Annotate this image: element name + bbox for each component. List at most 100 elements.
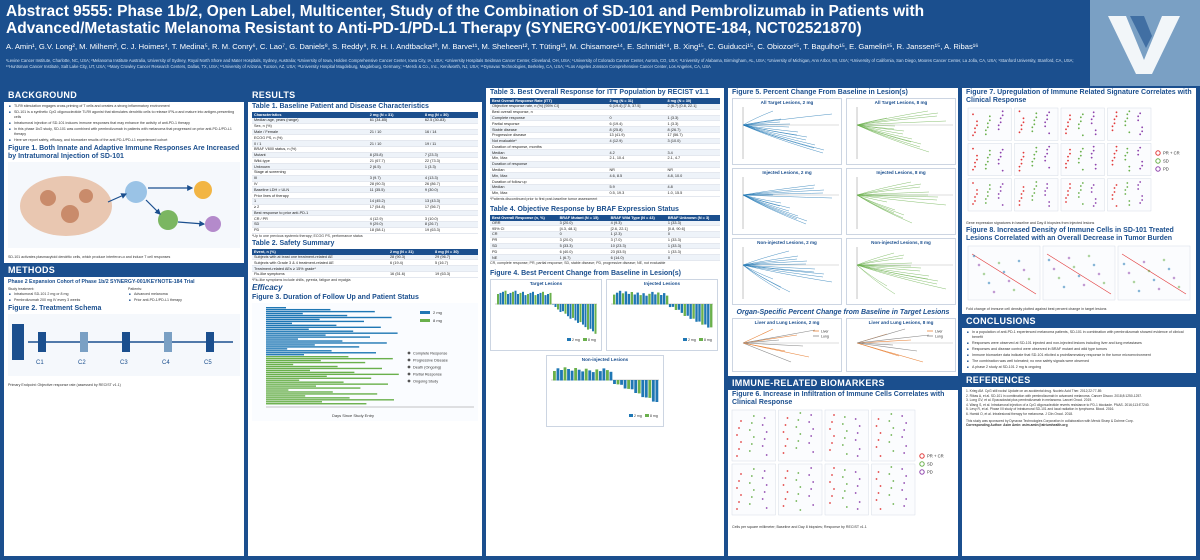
dotplot-point xyxy=(905,498,908,500)
dotplot-point xyxy=(845,506,848,508)
waterfall-bar xyxy=(642,293,645,305)
dotplot-point xyxy=(799,433,802,435)
table-cell: 10 (23.3) xyxy=(608,243,666,250)
dotplot-point xyxy=(1065,132,1067,135)
dotplot-point xyxy=(810,467,813,469)
waterfall-bar xyxy=(648,293,651,305)
organ-legend-label: Lung xyxy=(935,335,943,339)
dotplot-point xyxy=(858,478,861,480)
dotplot-point xyxy=(765,484,768,486)
table-cell: Male / Female xyxy=(252,129,368,136)
spider-line xyxy=(742,113,833,126)
table-row: Subjects with at least one treatment-rel… xyxy=(252,254,478,261)
dotplot-point xyxy=(761,445,764,447)
table-cell: 6 (19.4) xyxy=(387,259,433,267)
scatter-point xyxy=(1052,267,1056,271)
dotplot-point xyxy=(786,417,789,419)
dotplot-point xyxy=(831,442,833,444)
table-cell: Median xyxy=(490,167,608,174)
spider-line xyxy=(856,264,896,295)
dotplot-point xyxy=(833,414,835,416)
dotplot-point xyxy=(1048,132,1051,135)
spider-panel-title: Non-injected Lesions, 8 mg xyxy=(871,240,931,245)
table-cell: Prior lines of therapy xyxy=(252,192,368,199)
dotplot-point xyxy=(831,421,833,423)
dotplot-point xyxy=(1113,191,1116,193)
dotplot-point xyxy=(1065,166,1067,169)
background-bullet: TLR9 stimulation engages cross-priming o… xyxy=(4,104,244,110)
dotplot-point xyxy=(784,498,787,500)
dotplot-point xyxy=(1031,195,1034,197)
spider-line xyxy=(742,194,798,220)
table-cell: Mutant xyxy=(252,152,368,159)
status-legend-marker xyxy=(407,379,411,383)
table-4-note: CR, complete response; PR, partial respo… xyxy=(490,260,666,265)
table-cell: 4.6, 8.5 xyxy=(607,172,666,180)
table-cell: [4.3, 48.1] xyxy=(557,225,609,233)
waterfall-bar xyxy=(577,303,579,323)
figure-2-title: Figure 2. Treatment Schema xyxy=(8,305,102,312)
table-cell xyxy=(607,178,666,185)
dotplot-point xyxy=(736,434,738,436)
dotplot-point xyxy=(879,455,882,457)
waterfall-bar xyxy=(552,303,554,305)
table-header-cell: BRAF Mutant (N = 15) xyxy=(557,214,609,221)
table-cell: ECOG PS, n (%) xyxy=(252,134,368,142)
table-cell: 17 (56.7) xyxy=(422,204,478,211)
table-cell: BRAF V600 status, n (%) xyxy=(252,146,368,153)
table-header-cell: Best Overall Response (n, %) xyxy=(490,214,558,221)
dotplot-point xyxy=(854,492,857,494)
dotplot-point xyxy=(1069,118,1071,121)
dotplot-point xyxy=(1141,126,1144,129)
spider-panel: Non-injected Lesions, 8 mg xyxy=(846,238,956,305)
dotplot-point xyxy=(1126,147,1129,150)
dotplot-point xyxy=(1044,194,1047,196)
dotplot-point xyxy=(997,124,1000,127)
waterfall-bar xyxy=(637,379,641,394)
swimmer-lane xyxy=(266,389,289,391)
dotplot-point xyxy=(795,426,798,428)
dotplot-point xyxy=(1111,125,1114,128)
waterfall-legend-label: 8 mg xyxy=(650,414,658,418)
table-row: CR 0 1 (2.3) 0 xyxy=(490,231,720,238)
table-cell: 3 (7.0) xyxy=(608,237,666,244)
waterfall-bar xyxy=(665,295,669,305)
table-cell: PD xyxy=(252,227,368,234)
dotplot-point xyxy=(1111,163,1114,166)
waterfall-bar xyxy=(609,371,613,381)
dotplot-point xyxy=(1018,204,1021,206)
table-cell: 0.5, 19.3 xyxy=(607,190,666,197)
scatter-point xyxy=(1147,269,1151,273)
waterfall-bar xyxy=(581,371,585,381)
dotplot-point xyxy=(782,452,785,454)
methods-patients: Patients:Advanced melanomaPrior anti-PD-… xyxy=(124,287,244,304)
waterfall-bar xyxy=(507,293,509,305)
dotplot-point xyxy=(1139,181,1142,183)
dotplot-point xyxy=(986,122,989,125)
dotplot-point xyxy=(1079,189,1082,191)
dotplot-point xyxy=(988,184,991,186)
waterfall-bar xyxy=(534,295,537,305)
dotplot-point xyxy=(1046,148,1049,151)
cycle-label: C3 xyxy=(120,360,128,366)
dotplot-point xyxy=(763,470,766,472)
table-cell xyxy=(367,123,423,130)
scatter-point xyxy=(1132,280,1136,284)
spider-line xyxy=(856,194,896,211)
dotplot-point xyxy=(1090,156,1093,159)
waterfall-bar xyxy=(660,294,663,305)
dotplot-point xyxy=(1048,201,1051,203)
cycle-marker xyxy=(122,332,130,352)
figure-5-spider-grid: All Target Lesions, 2 mg All Target Lesio… xyxy=(728,98,958,308)
dotplot-point xyxy=(797,493,800,495)
waterfall-bar xyxy=(589,303,592,329)
dotplot-point xyxy=(786,438,789,440)
dotplot-point xyxy=(1081,182,1084,184)
table-4-braf: Best Overall Response (n, %) BRAF Mutant … xyxy=(490,214,720,261)
swimmer-lane xyxy=(266,351,376,354)
table-row: Duration of response, months xyxy=(490,143,720,151)
waterfall-bar xyxy=(630,379,634,390)
table-cell: 3 (10.0) xyxy=(422,215,478,223)
header-logo-area xyxy=(1090,0,1200,86)
